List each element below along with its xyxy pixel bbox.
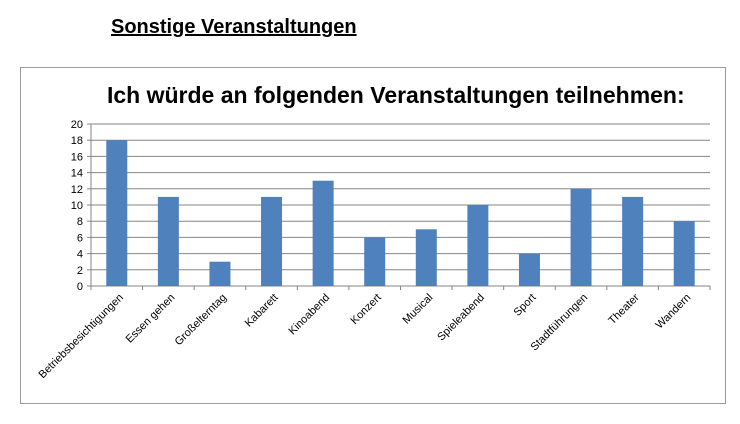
bar-8 — [518, 253, 540, 286]
x-tick-label: Sport — [511, 292, 538, 319]
x-tick-label: Betriebsbesichtigungen — [37, 292, 126, 381]
x-tick-label: Wandern — [654, 292, 694, 332]
bar-5 — [364, 237, 386, 286]
y-tick-label: 10 — [71, 200, 83, 212]
bar-3 — [261, 196, 283, 286]
bar-7 — [467, 205, 489, 286]
x-tick-label: Konzert — [349, 292, 384, 327]
y-tick-label: 14 — [71, 168, 83, 180]
gridlines — [91, 123, 710, 271]
bar-9 — [570, 188, 592, 286]
y-tick-label: 6 — [77, 232, 83, 244]
chart-title: Ich würde an folgenden Veranstaltungen t… — [107, 82, 685, 108]
x-tick-label: Spieleabend — [435, 292, 487, 344]
bar-11 — [673, 221, 695, 286]
bar-0 — [106, 140, 128, 286]
y-axis: 0 2 4 6 8 10 12 14 16 18 20 — [71, 119, 92, 293]
bar-1 — [157, 196, 179, 286]
y-tick-label: 18 — [71, 135, 83, 147]
x-tick-label: Essen gehen — [124, 292, 178, 346]
x-tick-label: Musical — [401, 292, 436, 327]
bars — [106, 140, 695, 286]
chart-frame — [20, 67, 726, 404]
y-tick-label: 0 — [77, 281, 83, 293]
y-tick-label: 4 — [77, 249, 83, 261]
bar-4 — [312, 180, 334, 286]
y-tick-label: 2 — [77, 265, 83, 277]
y-tick-label: 20 — [71, 119, 83, 131]
x-axis — [90, 285, 711, 290]
bar-2 — [209, 261, 231, 286]
x-tick-label: Großelterntag — [173, 292, 229, 348]
y-tick-label: 16 — [71, 151, 83, 163]
y-tick-label: 8 — [77, 216, 83, 228]
bar-10 — [622, 196, 644, 286]
x-tick-label: Theater — [606, 291, 642, 327]
x-tick-label: Kinoabend — [287, 292, 333, 338]
x-tick-label: Kabarett — [243, 292, 281, 330]
y-tick-label: 12 — [71, 184, 83, 196]
bar-6 — [415, 229, 437, 286]
page-heading: Sonstige Veranstaltungen — [111, 16, 357, 38]
